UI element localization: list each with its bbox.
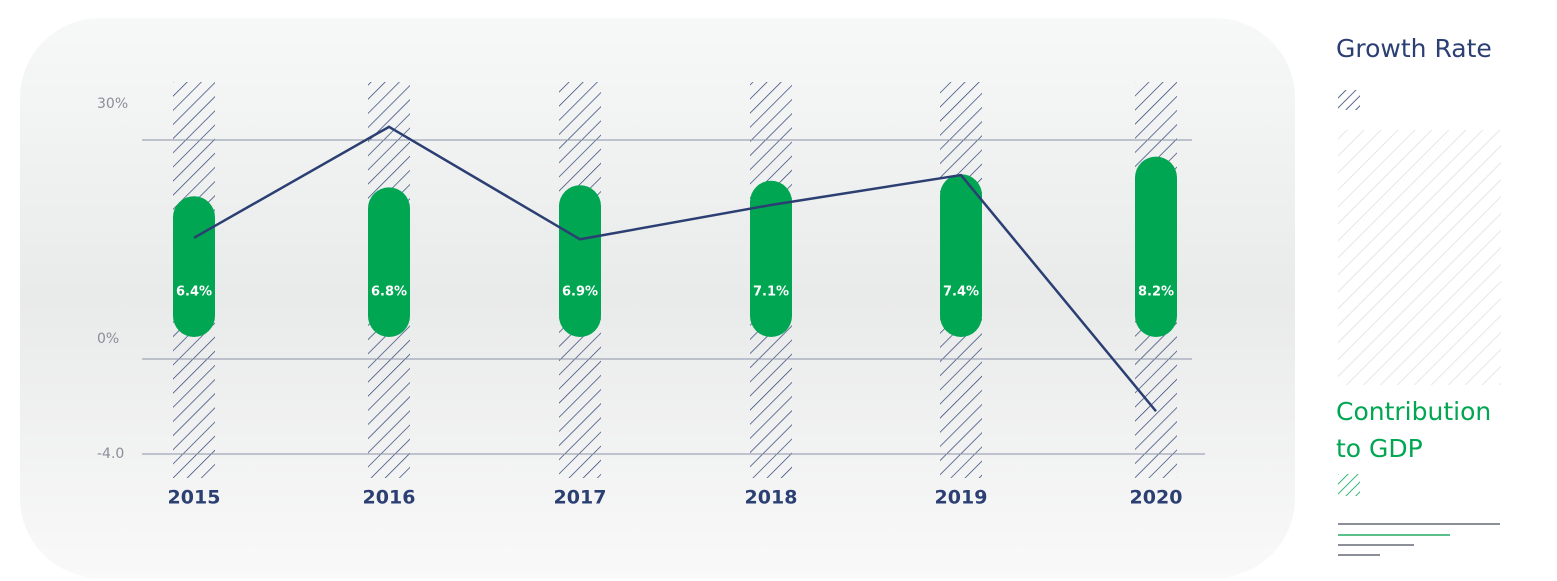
legend-entry: Contribution to GDP xyxy=(1336,397,1492,463)
bar xyxy=(940,174,982,337)
x-tick-label: 2020 xyxy=(1130,487,1183,509)
legend-decoration xyxy=(1338,130,1501,385)
data-label: 6.9% xyxy=(562,285,598,300)
bar xyxy=(1135,156,1177,337)
bar xyxy=(750,180,792,337)
data-label: 6.4% xyxy=(176,285,212,300)
y-tick-label: 30% xyxy=(97,96,128,112)
x-tick-label: 2019 xyxy=(935,487,988,509)
bar xyxy=(368,187,410,337)
x-tick-label: 2015 xyxy=(168,487,221,509)
legend-label: Growth Rate xyxy=(1336,34,1492,63)
y-tick-label: -4.0 xyxy=(97,446,124,462)
data-label: 8.2% xyxy=(1138,285,1174,300)
y-tick-label: 0% xyxy=(97,331,119,347)
legend-entry: Growth Rate xyxy=(1336,34,1492,63)
x-tick-label: 2017 xyxy=(554,487,607,509)
bar xyxy=(173,196,215,337)
legend-swatch xyxy=(1338,90,1360,110)
data-label: 6.8% xyxy=(371,285,407,300)
legend-swatch xyxy=(1338,474,1360,496)
data-label: 7.4% xyxy=(943,285,979,300)
legend-label: Contribution to GDP xyxy=(1336,397,1492,463)
x-tick-label: 2018 xyxy=(745,487,798,509)
x-tick-label: 2016 xyxy=(363,487,416,509)
bar xyxy=(559,185,601,337)
data-label: 7.1% xyxy=(753,285,789,300)
line xyxy=(193,125,1157,413)
